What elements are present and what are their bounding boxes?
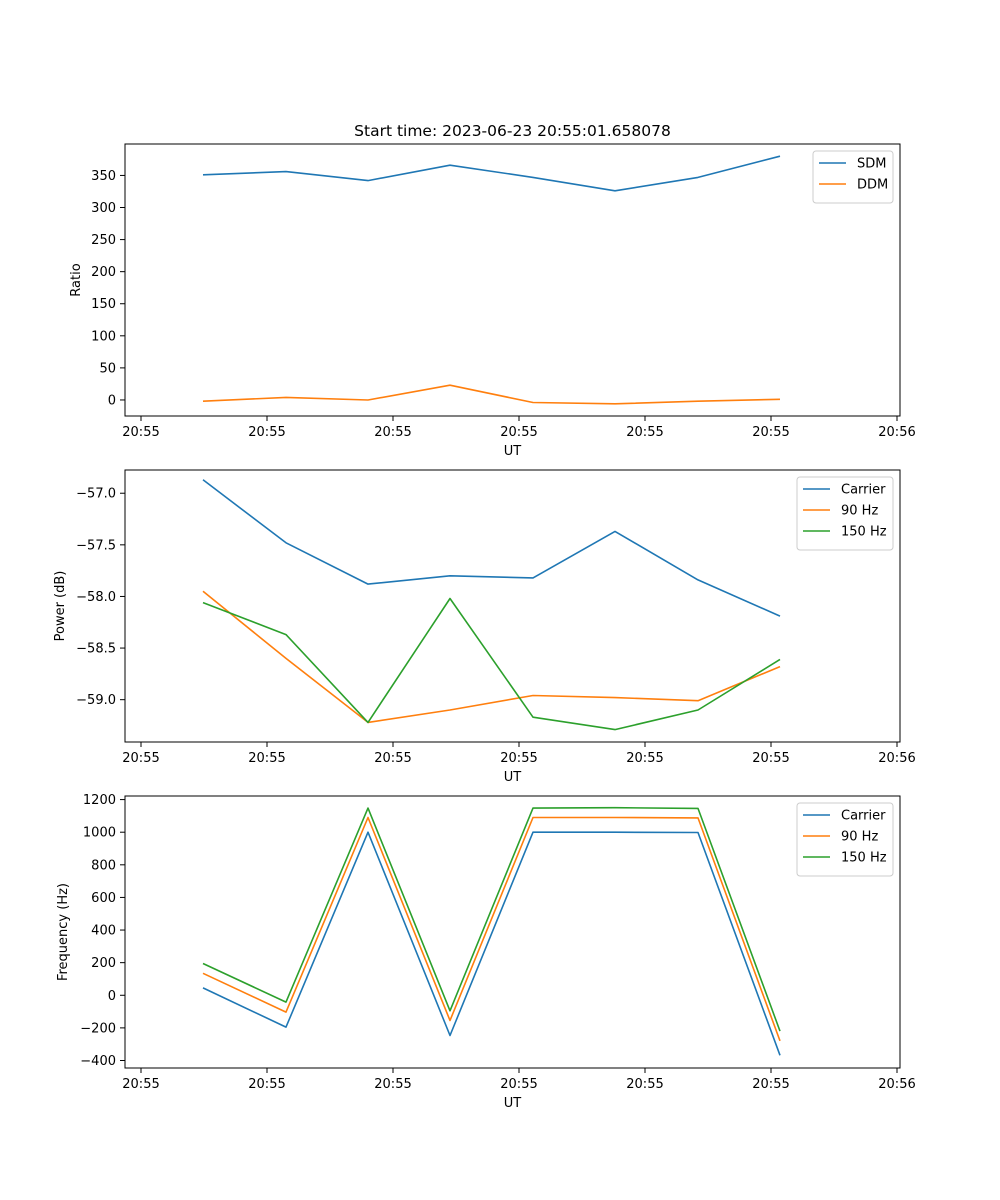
y-tick-label: 150 bbox=[91, 297, 116, 312]
axes-frame bbox=[124, 795, 901, 1069]
x-tick-label: 20:55 bbox=[374, 751, 411, 766]
x-axis-label: UT bbox=[504, 770, 522, 785]
legend: Carrier 90 Hz 150 Hz bbox=[796, 802, 894, 877]
ratio-panel: 20:55 20:55 20:55 20:55 20:55 20:55 20:56 0 50 10… bbox=[69, 143, 916, 459]
x-tick-label: 20:55 bbox=[122, 1077, 159, 1092]
series-line-sdm bbox=[202, 155, 781, 192]
y-tick-label: 400 bbox=[91, 924, 116, 939]
y-axis-label: Ratio bbox=[69, 263, 84, 296]
x-tick-label: 20:55 bbox=[374, 1077, 411, 1092]
legend-label: Carrier bbox=[841, 483, 886, 498]
x-tick-label: 20:55 bbox=[374, 425, 411, 440]
x-tick-label: 20:55 bbox=[122, 425, 159, 440]
legend-label: 90 Hz bbox=[841, 830, 878, 845]
x-tick-label: 20:55 bbox=[626, 1077, 663, 1092]
series-line-150-hz bbox=[202, 597, 781, 731]
y-tick-label: 800 bbox=[91, 858, 116, 873]
y-tick-label: 250 bbox=[91, 233, 116, 248]
axes-frame bbox=[124, 469, 901, 743]
y-tick-label: 600 bbox=[91, 891, 116, 906]
x-tick-label: 20:55 bbox=[752, 1077, 789, 1092]
y-tick-label: 200 bbox=[91, 265, 116, 280]
y-tick-label: 100 bbox=[91, 329, 116, 344]
x-tick-label: 20:55 bbox=[500, 425, 537, 440]
series-line-carrier bbox=[202, 479, 781, 617]
x-tick-label: 20:55 bbox=[248, 751, 285, 766]
x-tick-label: 20:55 bbox=[626, 425, 663, 440]
x-tick-label: 20:55 bbox=[248, 425, 285, 440]
power-panel: 20:55 20:55 20:55 20:55 20:55 20:55 20:56 −59.0… bbox=[53, 469, 916, 785]
legend-label: 150 Hz bbox=[841, 851, 887, 866]
frequency-panel: 20:55 20:55 20:55 20:55 20:55 20:55 20:56 −400 −… bbox=[56, 793, 916, 1111]
y-tick-label: 1200 bbox=[83, 793, 116, 808]
figure-title: Start time: 2023-06-23 20:55:01.658078 bbox=[354, 122, 671, 140]
y-axis-label: Frequency (Hz) bbox=[56, 883, 71, 981]
y-tick-label: −57.0 bbox=[76, 487, 116, 502]
legend-label: 150 Hz bbox=[841, 525, 887, 540]
legend-label: DDM bbox=[857, 178, 888, 193]
x-axis-label: UT bbox=[504, 444, 522, 459]
x-tick-label: 20:55 bbox=[122, 751, 159, 766]
axes-frame bbox=[124, 143, 901, 417]
legend-box bbox=[812, 150, 894, 204]
x-tick-label: 20:55 bbox=[752, 425, 789, 440]
y-tick-label: 200 bbox=[91, 956, 116, 971]
legend-label: 90 Hz bbox=[841, 504, 878, 519]
y-tick-label: −200 bbox=[80, 1021, 116, 1036]
x-tick-label: 20:56 bbox=[878, 751, 915, 766]
x-tick-label: 20:56 bbox=[878, 1077, 915, 1092]
legend: Carrier 90 Hz 150 Hz bbox=[796, 476, 894, 551]
y-tick-label: 350 bbox=[91, 169, 116, 184]
series-line-150-hz bbox=[202, 806, 781, 1032]
y-tick-label: 0 bbox=[108, 989, 116, 1004]
legend-label: Carrier bbox=[841, 809, 886, 824]
x-tick-label: 20:56 bbox=[878, 425, 915, 440]
legend-label: SDM bbox=[857, 157, 886, 172]
series-line-90-hz bbox=[202, 816, 781, 1042]
y-tick-label: 50 bbox=[99, 361, 116, 376]
y-tick-label: 0 bbox=[108, 393, 116, 408]
x-tick-label: 20:55 bbox=[626, 751, 663, 766]
y-axis-label: Power (dB) bbox=[53, 571, 68, 642]
y-tick-label: −58.5 bbox=[76, 642, 116, 657]
series-line-ddm bbox=[202, 384, 781, 405]
x-tick-label: 20:55 bbox=[752, 751, 789, 766]
x-axis-label: UT bbox=[504, 1096, 522, 1111]
y-tick-label: −57.5 bbox=[76, 538, 116, 553]
series-line-90-hz bbox=[202, 590, 781, 724]
x-tick-label: 20:55 bbox=[248, 1077, 285, 1092]
y-tick-label: 300 bbox=[91, 201, 116, 216]
legend: SDM DDM bbox=[812, 150, 894, 204]
series-line-carrier bbox=[202, 831, 781, 1056]
y-tick-label: 1000 bbox=[83, 826, 116, 841]
y-tick-label: −400 bbox=[80, 1054, 116, 1069]
y-tick-label: −58.0 bbox=[76, 590, 116, 605]
x-tick-label: 20:55 bbox=[500, 751, 537, 766]
x-tick-label: 20:55 bbox=[500, 1077, 537, 1092]
y-tick-label: −59.0 bbox=[76, 693, 116, 708]
